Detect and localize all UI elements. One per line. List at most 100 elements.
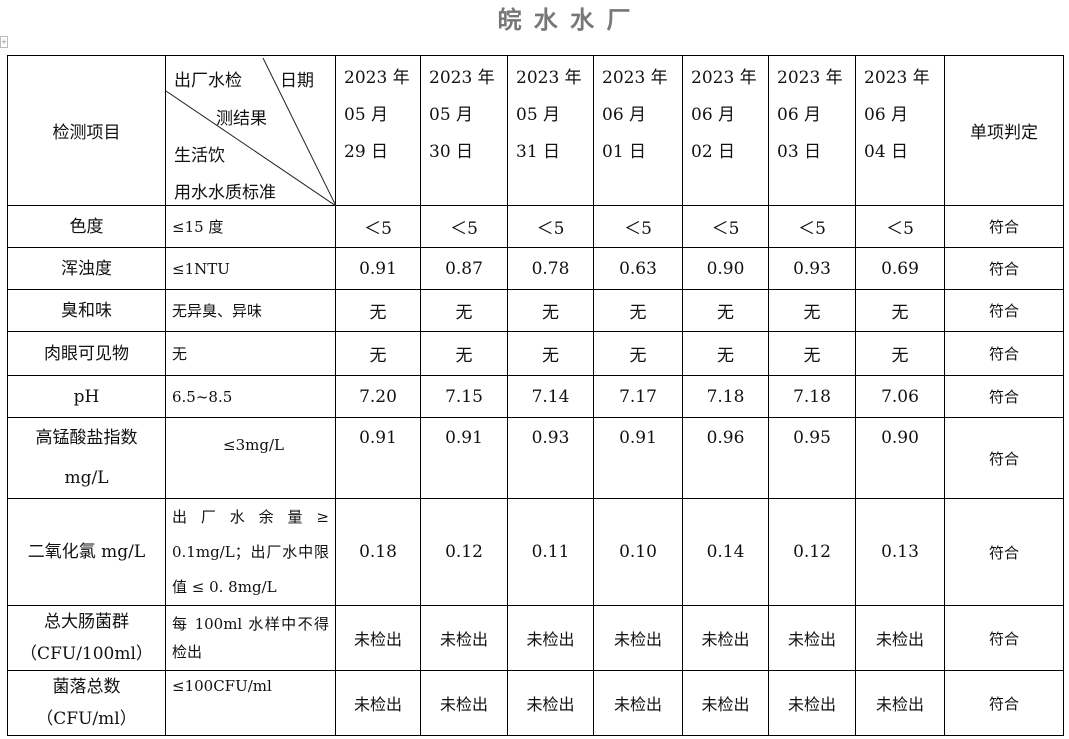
diag-top-right: 日期 <box>280 71 314 91</box>
standard: 6.5~8.5 <box>165 375 336 418</box>
result-cell: ＜5 <box>420 205 508 248</box>
result-cell: 0.91 <box>593 417 683 499</box>
result-cell: 无 <box>593 289 683 332</box>
result-cell: 0.90 <box>855 417 945 499</box>
result-cell: 未检出 <box>507 670 594 736</box>
result-cell: 未检出 <box>335 670 421 736</box>
result-cell: 0.18 <box>335 498 421 606</box>
result-cell: 0.69 <box>855 247 945 290</box>
result-cell: 0.78 <box>507 247 594 290</box>
result-cell: 无 <box>507 331 594 376</box>
item-unit: （CFU/ml） <box>36 709 137 729</box>
standard: 出 厂 水 余 量 ≥ 0.1mg/L；出厂水中限 值 ≤ 0. 8mg/L <box>165 498 336 606</box>
date-header-4: 2023 年 06 月 02 日 <box>682 55 769 206</box>
item-label: pH <box>73 386 100 407</box>
result-cell: 0.93 <box>507 417 594 499</box>
result-cell: 0.12 <box>420 498 508 606</box>
date-part: 31 日 <box>516 142 561 162</box>
standard: 无 <box>165 331 336 376</box>
date-part: 30 日 <box>429 142 474 162</box>
result-cell: 0.63 <box>593 247 683 290</box>
item-label: 二氧化氯 mg/L <box>27 542 146 562</box>
header-item: 检测项目 <box>7 55 166 206</box>
item-name: 臭和味 <box>7 289 166 332</box>
water-quality-table: 检测项目 出厂水检 日期 测结果 生活饮 用水水质标准 2023 年 05 月 29… <box>7 55 1064 736</box>
date-part: 29 日 <box>344 142 389 162</box>
table-row: 总大肠菌群 （CFU/100ml）每 100ml 水样中不得检出 未检出 未检出 未检出… <box>7 605 1064 671</box>
result-cell: 未检出 <box>420 605 508 671</box>
result-cell: 未检出 <box>768 605 856 671</box>
verdict: 符合 <box>944 605 1064 671</box>
result-cell: ＜5 <box>335 205 421 248</box>
header-row: 检测项目 出厂水检 日期 测结果 生活饮 用水水质标准 2023 年 05 月 29… <box>7 55 1064 206</box>
date-part: 2023 年 <box>429 68 495 88</box>
item-unit: mg/L <box>64 468 109 488</box>
item-name: 色度 <box>7 205 166 248</box>
date-part: 06 月 <box>602 105 647 125</box>
table-row: 臭和味 无异臭、异味无无无无无无无符合 <box>7 289 1064 332</box>
result-cell: 7.18 <box>768 375 856 418</box>
result-cell: 0.91 <box>335 247 421 290</box>
result-cell: 0.13 <box>855 498 945 606</box>
item-label: 菌落总数 <box>52 677 121 697</box>
table-row: 二氧化氯 mg/L 出 厂 水 余 量 ≥ 0.1mg/L；出厂水中限 值 ≤ 0… <box>7 498 1064 606</box>
table-row: 肉眼可见物无无无无无无无无符合 <box>7 331 1064 376</box>
result-cell: ＜5 <box>855 205 945 248</box>
result-cell: 无 <box>593 331 683 376</box>
diag-mid: 测结果 <box>216 109 267 129</box>
item-name: 总大肠菌群 （CFU/100ml） <box>7 605 166 671</box>
date-header-3: 2023 年 06 月 01 日 <box>593 55 683 206</box>
result-cell: 无 <box>335 289 421 332</box>
verdict: 符合 <box>944 247 1064 290</box>
result-cell: 无 <box>768 289 856 332</box>
result-cell: 未检出 <box>682 670 769 736</box>
result-cell: 无 <box>507 289 594 332</box>
date-part: 2023 年 <box>777 68 843 88</box>
item-name: 菌落总数 （CFU/ml） <box>7 670 166 736</box>
diag-bottom2: 用水水质标准 <box>174 183 276 203</box>
item-label: 浑浊度 <box>61 258 112 279</box>
table-row: pH 6.5~8.5 7.20 7.15 7.14 7.17 7.18 7.18 7.06 符合 <box>7 375 1064 418</box>
header-verdict: 单项判定 <box>944 55 1064 206</box>
standard: ≤100CFU/ml <box>165 670 336 736</box>
result-cell: 0.11 <box>507 498 594 606</box>
date-part: 05 月 <box>516 105 561 125</box>
diag-top-left: 出厂水检 <box>174 71 242 91</box>
item-label: 高锰酸盐指数 <box>35 428 138 448</box>
date-part: 05 月 <box>344 105 389 125</box>
result-cell: 无 <box>420 331 508 376</box>
result-cell: 未检出 <box>855 670 945 736</box>
result-cell: 未检出 <box>593 605 683 671</box>
date-header-0: 2023 年 05 月 29 日 <box>335 55 421 206</box>
item-name: pH <box>7 375 166 418</box>
item-label: 色度 <box>69 216 104 237</box>
verdict: 符合 <box>944 417 1064 499</box>
result-cell: 未检出 <box>593 670 683 736</box>
date-header-6: 2023 年 06 月 04 日 <box>855 55 945 206</box>
result-cell: 0.95 <box>768 417 856 499</box>
verdict: 符合 <box>944 205 1064 248</box>
result-cell: 7.20 <box>335 375 421 418</box>
verdict: 符合 <box>944 331 1064 376</box>
standard: 每 100ml 水样中不得检出 <box>165 605 336 671</box>
result-cell: 无 <box>420 289 508 332</box>
result-cell: 0.91 <box>420 417 508 499</box>
standard: ≤15 度 <box>165 205 336 248</box>
table-move-handle[interactable]: + <box>0 36 8 48</box>
date-header-5: 2023 年 06 月 03 日 <box>768 55 856 206</box>
date-part: 2023 年 <box>516 68 582 88</box>
item-name: 二氧化氯 mg/L <box>7 498 166 606</box>
result-cell: 未检出 <box>682 605 769 671</box>
date-header-1: 2023 年 05 月 30 日 <box>420 55 508 206</box>
table-row: 高锰酸盐指数 mg/L ≤3mg/L 0.91 0.91 0.93 0.91 0.96 0.95… <box>7 417 1064 499</box>
result-cell: 0.10 <box>593 498 683 606</box>
result-cell: ＜5 <box>768 205 856 248</box>
table-row: 浑浊度 ≤1NTU 0.91 0.87 0.78 0.63 0.90 0.93 0.69 符合 <box>7 247 1064 290</box>
result-cell: 7.17 <box>593 375 683 418</box>
date-part: 01 日 <box>602 142 647 162</box>
document-title: 皖 水 水 厂 <box>497 6 633 34</box>
result-cell: 未检出 <box>335 605 421 671</box>
result-cell: 未检出 <box>420 670 508 736</box>
date-part: 05 月 <box>429 105 474 125</box>
result-cell: 0.14 <box>682 498 769 606</box>
